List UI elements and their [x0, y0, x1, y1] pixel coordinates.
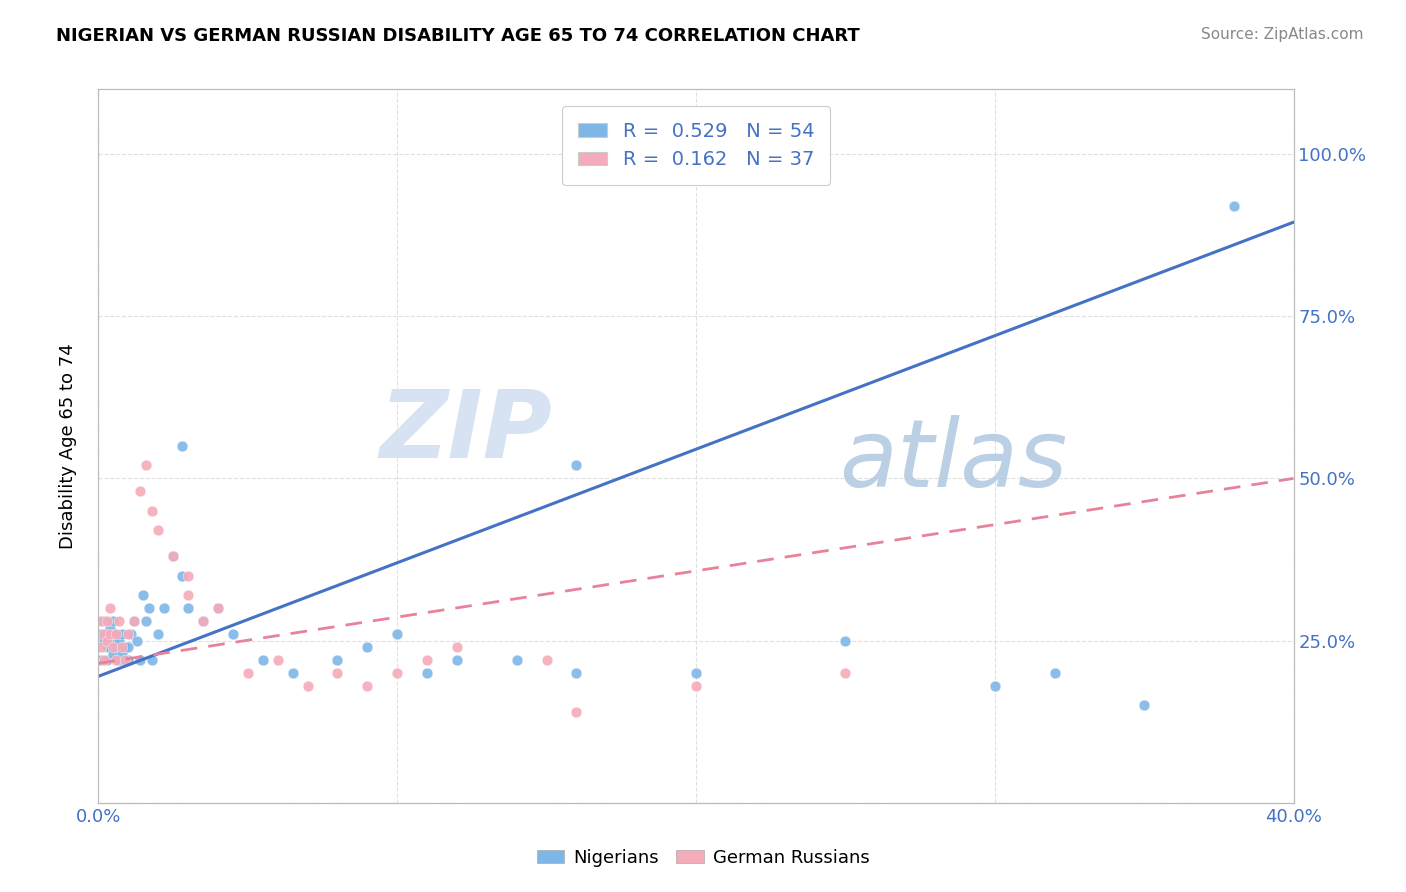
Point	[565, 458, 588, 473]
Point	[177, 601, 200, 615]
Text: Source: ZipAtlas.com: Source: ZipAtlas.com	[1201, 27, 1364, 42]
Point	[506, 653, 529, 667]
Point	[90, 640, 112, 654]
Point	[90, 614, 112, 628]
Point	[138, 601, 160, 615]
Point	[446, 640, 468, 654]
Point	[172, 568, 194, 582]
Point	[222, 627, 245, 641]
Point	[207, 601, 229, 615]
Point	[356, 640, 378, 654]
Point	[416, 653, 439, 667]
Point	[96, 627, 118, 641]
Point	[108, 614, 131, 628]
Point	[1043, 666, 1066, 681]
Point	[103, 614, 125, 628]
Point	[96, 640, 118, 654]
Legend: R =  0.529   N = 54, R =  0.162   N = 37: R = 0.529 N = 54, R = 0.162 N = 37	[562, 106, 830, 185]
Point	[236, 666, 259, 681]
Point	[105, 640, 128, 654]
Point	[162, 549, 184, 564]
Point	[124, 614, 146, 628]
Point	[177, 588, 200, 602]
Point	[132, 588, 155, 602]
Point	[141, 504, 163, 518]
Point	[108, 633, 131, 648]
Point	[129, 653, 152, 667]
Point	[565, 705, 588, 719]
Point	[124, 614, 146, 628]
Point	[120, 627, 142, 641]
Y-axis label: Disability Age 65 to 74: Disability Age 65 to 74	[59, 343, 77, 549]
Point	[267, 653, 290, 667]
Point	[105, 627, 128, 641]
Point	[148, 524, 170, 538]
Point	[446, 653, 468, 667]
Point	[135, 614, 157, 628]
Point	[416, 666, 439, 681]
Point	[565, 666, 588, 681]
Text: atlas: atlas	[839, 415, 1067, 506]
Point	[114, 640, 136, 654]
Point	[98, 627, 122, 641]
Point	[297, 679, 319, 693]
Point	[96, 614, 118, 628]
Point	[834, 633, 856, 648]
Text: ZIP: ZIP	[380, 385, 553, 478]
Point	[191, 614, 214, 628]
Point	[1223, 199, 1246, 213]
Point	[111, 647, 134, 661]
Point	[96, 633, 118, 648]
Legend: Nigerians, German Russians: Nigerians, German Russians	[530, 842, 876, 874]
Point	[93, 633, 115, 648]
Point	[93, 653, 115, 667]
Point	[141, 653, 163, 667]
Point	[834, 666, 856, 681]
Point	[162, 549, 184, 564]
Point	[111, 627, 134, 641]
Point	[148, 627, 170, 641]
Point	[105, 627, 128, 641]
Point	[103, 633, 125, 648]
Point	[172, 439, 194, 453]
Point	[281, 666, 304, 681]
Point	[129, 484, 152, 499]
Point	[105, 653, 128, 667]
Point	[117, 627, 139, 641]
Point	[252, 653, 274, 667]
Point	[114, 653, 136, 667]
Point	[93, 614, 115, 628]
Point	[177, 568, 200, 582]
Point	[191, 614, 214, 628]
Point	[385, 627, 409, 641]
Point	[685, 666, 707, 681]
Point	[207, 601, 229, 615]
Point	[98, 621, 122, 635]
Point	[685, 679, 707, 693]
Point	[127, 633, 149, 648]
Point	[90, 653, 112, 667]
Point	[1133, 698, 1156, 713]
Point	[117, 653, 139, 667]
Point	[103, 640, 125, 654]
Point	[984, 679, 1007, 693]
Text: NIGERIAN VS GERMAN RUSSIAN DISABILITY AGE 65 TO 74 CORRELATION CHART: NIGERIAN VS GERMAN RUSSIAN DISABILITY AG…	[56, 27, 860, 45]
Point	[385, 666, 409, 681]
Point	[90, 627, 112, 641]
Point	[117, 640, 139, 654]
Point	[326, 653, 349, 667]
Point	[536, 653, 558, 667]
Point	[98, 640, 122, 654]
Point	[111, 640, 134, 654]
Point	[103, 647, 125, 661]
Point	[93, 627, 115, 641]
Point	[108, 653, 131, 667]
Point	[98, 601, 122, 615]
Point	[326, 666, 349, 681]
Point	[135, 458, 157, 473]
Point	[96, 653, 118, 667]
Point	[153, 601, 176, 615]
Point	[356, 679, 378, 693]
